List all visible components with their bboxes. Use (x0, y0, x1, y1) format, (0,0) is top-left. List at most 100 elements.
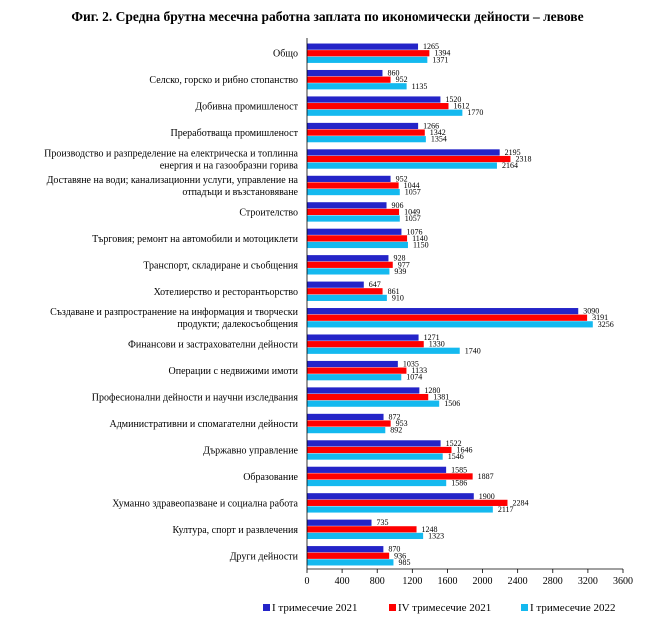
value-label: 1330 (429, 340, 445, 349)
value-label: 860 (387, 69, 399, 78)
x-axis: 0 400 800 1200 1600 2000 2400 2800 3200 3600 (305, 38, 633, 587)
value-label: 1248 (422, 525, 438, 534)
category-label: Финансови и застрахователни дейности (128, 340, 299, 351)
bar-3-5 (307, 162, 497, 169)
bar-3-7 (307, 215, 400, 222)
category-label: Общо (273, 49, 298, 60)
category-label: енергия и на газообразни горива (160, 161, 299, 172)
value-label: 985 (398, 558, 410, 567)
bar-3-2 (307, 83, 407, 90)
category-labels: Общо Селско, горско и рибно стопанство Доб… (44, 49, 299, 563)
category-label: Хотелиерство и ресторантьорство (154, 287, 298, 298)
bar-1-3 (307, 96, 441, 103)
value-label: 1280 (424, 386, 440, 395)
value-label: 977 (398, 260, 410, 269)
legend-label-1: I тримесечие 2021 (272, 602, 358, 614)
category-label: Култура, спорт и развлечения (173, 525, 299, 536)
value-label: 1520 (445, 95, 461, 104)
bar-2-19 (307, 526, 417, 533)
bar-3-16 (307, 453, 443, 460)
value-label: 928 (393, 254, 405, 263)
value-label: 1150 (413, 240, 429, 249)
bar-2-1 (307, 50, 430, 57)
value-label: 2195 (505, 148, 521, 157)
value-label: 3256 (598, 320, 614, 329)
x-tick-label: 2400 (508, 576, 528, 587)
value-label: 3191 (592, 313, 608, 322)
x-tick-label: 2000 (473, 576, 493, 587)
category-label: Селско, горско и рибно стопанство (149, 75, 298, 86)
category-label: Административни и спомагателни дейности (109, 419, 298, 430)
value-label: 1140 (412, 234, 428, 243)
value-label: 735 (377, 518, 389, 527)
value-label: 1266 (423, 121, 439, 130)
bar-1-13 (307, 360, 398, 368)
value-label: 1900 (479, 492, 495, 501)
value-label: 1887 (478, 472, 494, 481)
value-label: 647 (369, 280, 381, 289)
value-label: 1057 (405, 188, 421, 197)
bar-3-13 (307, 374, 402, 381)
bar-3-14 (307, 400, 440, 407)
bar-2-3 (307, 103, 449, 110)
category-label: Операции с недвижими имоти (169, 366, 299, 377)
value-label: 1646 (456, 445, 472, 454)
legend-label-2: IV тримесечие 2021 (398, 602, 491, 614)
value-label: 1342 (430, 128, 446, 137)
value-label: 1354 (431, 135, 447, 144)
bar-3-6 (307, 188, 400, 196)
legend: I тримесечие 2021 IV тримесечие 2021 I три… (263, 602, 616, 614)
x-tick-label: 0 (305, 576, 310, 587)
value-label: 872 (389, 412, 401, 421)
category-label: Образование (243, 472, 298, 483)
bar-2-13 (307, 367, 407, 374)
bar-2-15 (307, 420, 391, 427)
category-label: Добивна промишленост (195, 102, 298, 113)
value-label: 870 (388, 545, 400, 554)
category-label: отпадъци и възстановяване (182, 187, 298, 198)
value-label: 1740 (465, 346, 481, 355)
value-label: 2284 (512, 498, 528, 507)
legend-label-3: I тримесечие 2022 (530, 602, 616, 614)
bar-3-18 (307, 506, 493, 513)
legend-swatch-1 (263, 604, 270, 611)
category-label: Строителство (239, 207, 298, 218)
bars-layer: 1265139413718609521135152016121770126613… (307, 42, 614, 567)
category-label: Производство и разпределение на електрич… (44, 149, 298, 160)
bar-1-7 (307, 202, 387, 209)
bar-2-9 (307, 261, 393, 268)
category-label: Професионални дейности и научни изследва… (92, 393, 299, 404)
value-label: 1323 (428, 531, 444, 540)
bar-3-3 (307, 109, 463, 116)
bar-1-8 (307, 228, 402, 235)
bar-1-17 (307, 466, 447, 473)
bar-3-8 (307, 241, 408, 249)
bar-1-4 (307, 122, 419, 130)
bar-2-8 (307, 235, 408, 242)
bar-3-10 (307, 294, 387, 301)
category-label: Други дейности (230, 551, 299, 562)
value-label: 1770 (467, 108, 483, 117)
bar-1-15 (307, 413, 384, 421)
category-label: Търговия; ремонт на автомобили и мотоцик… (92, 234, 299, 245)
bar-3-11 (307, 321, 593, 328)
value-label: 892 (390, 426, 402, 435)
bar-1-11 (307, 308, 579, 315)
chart-title: Фиг. 2. Средна брутна месечна работна за… (71, 9, 584, 24)
bar-2-5 (307, 155, 511, 163)
bar-2-12 (307, 341, 424, 348)
value-label: 1371 (432, 55, 448, 64)
bar-1-14 (307, 387, 420, 394)
value-label: 1585 (451, 465, 467, 474)
x-tick-label: 3200 (578, 576, 598, 587)
value-label: 952 (396, 75, 408, 84)
x-tick-label: 2800 (543, 576, 563, 587)
bar-2-20 (307, 552, 390, 559)
value-label: 1057 (405, 214, 421, 223)
value-label: 1506 (444, 399, 460, 408)
bar-2-6 (307, 182, 399, 189)
value-label: 3090 (583, 307, 599, 316)
bar-1-6 (307, 175, 391, 182)
bar-1-9 (307, 255, 389, 262)
